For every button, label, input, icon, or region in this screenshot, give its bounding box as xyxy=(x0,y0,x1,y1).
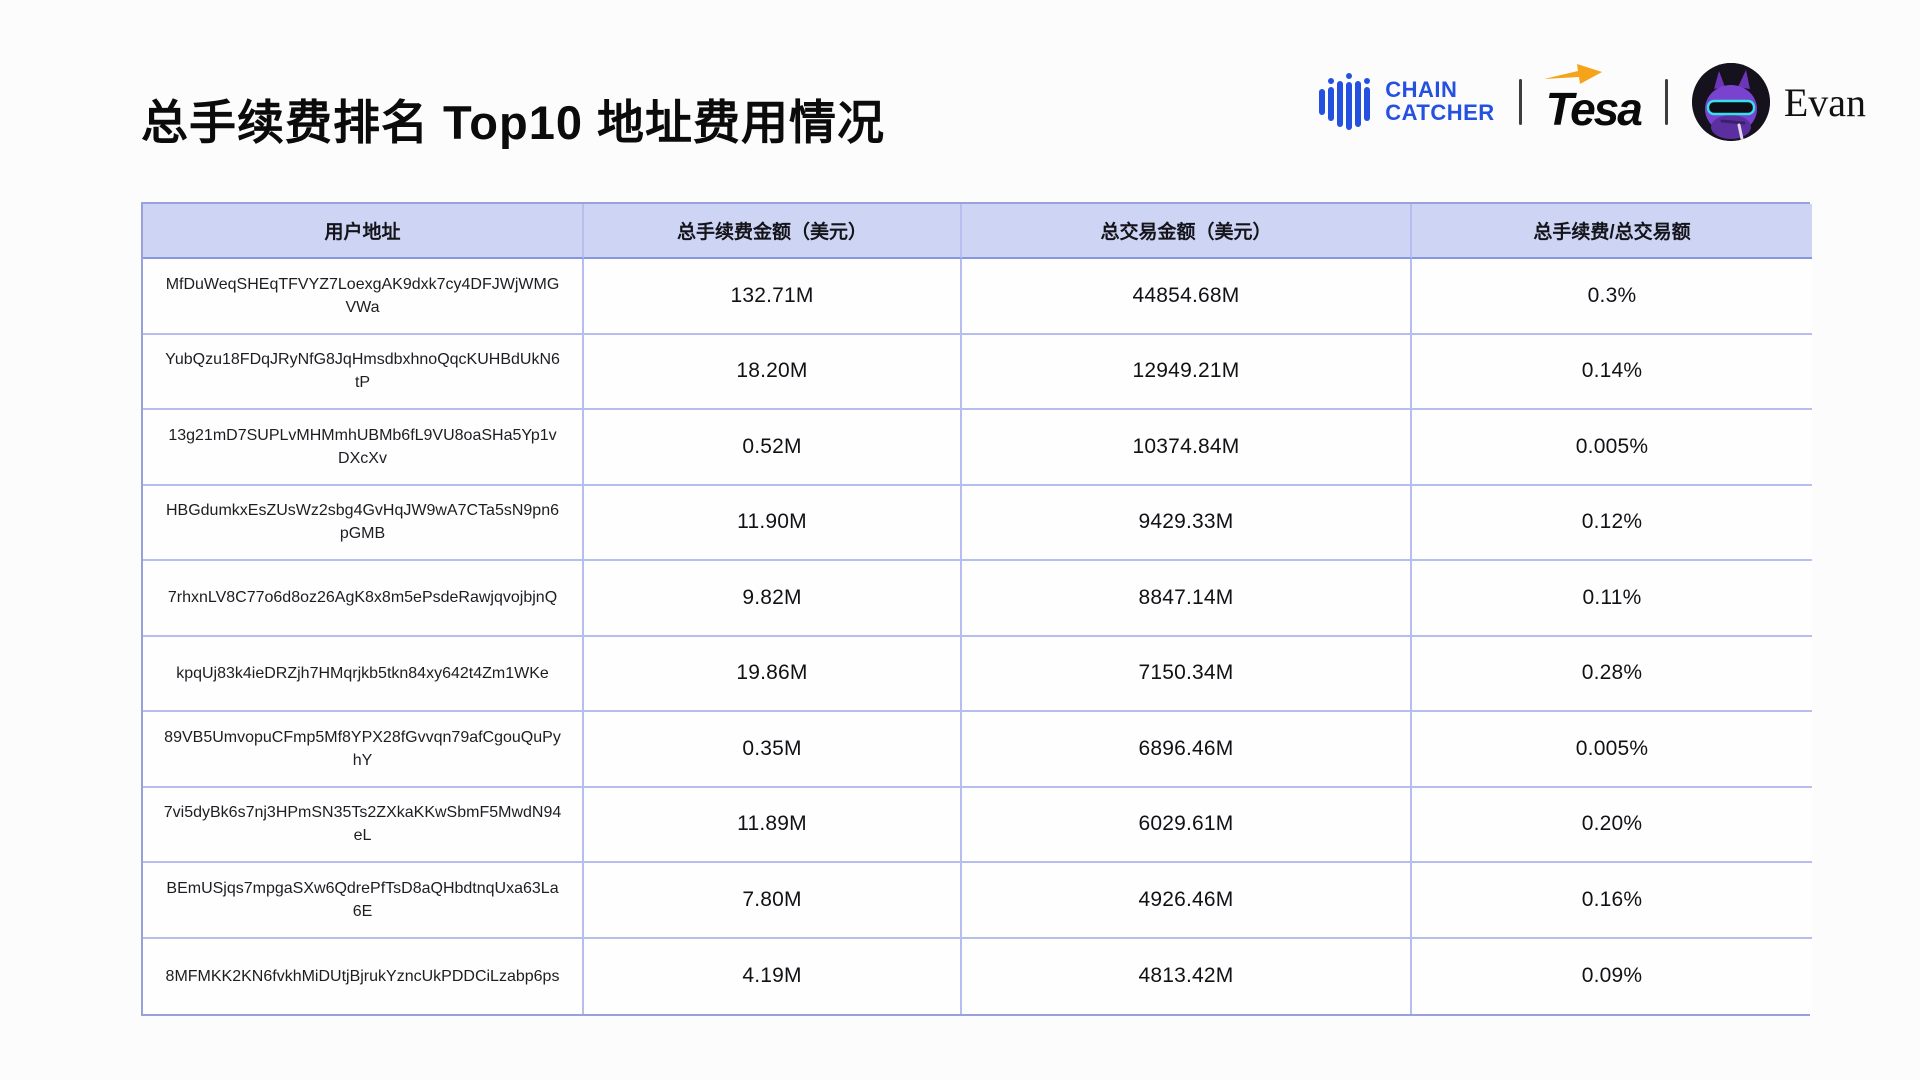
volume-cell: 4813.42M xyxy=(962,938,1412,1014)
ratio-cell: 0.005% xyxy=(1412,410,1812,486)
header-cell-fee-ratio: 总手续费/总交易额 xyxy=(1412,204,1812,259)
ratio-cell: 0.12% xyxy=(1412,485,1812,561)
address-text: 89VB5UmvopuCFmp5Mf8YPX28fGvvqn79afCgouQu… xyxy=(164,728,561,769)
volume-cell: 10374.84M xyxy=(962,410,1412,486)
ratio-cell: 0.16% xyxy=(1412,863,1812,939)
ratio-cell: 0.28% xyxy=(1412,636,1812,712)
volume-cell: 8847.14M xyxy=(962,561,1412,637)
chaincatcher-word-line1: CHAIN xyxy=(1385,77,1458,103)
address-cell: 13g21mD7SUPLvMHMmhUBMb6fL9VU8oaSHa5Yp1vD… xyxy=(143,410,584,486)
ratio-cell: 0.3% xyxy=(1412,259,1812,335)
fee-cell: 9.82M xyxy=(584,561,962,637)
evan-logo: Evan xyxy=(1691,63,1866,141)
volume-cell: 44854.68M xyxy=(962,259,1412,335)
address-text: MfDuWeqSHEqTFVYZ7LoexgAK9dxk7cy4DFJWjWMG… xyxy=(165,275,560,316)
chaincatcher-logo: CHAIN CATCHER xyxy=(1317,69,1494,136)
fee-table: 用户地址 总手续费金额（美元） 总交易金额（美元） 总手续费/总交易额 MfDu… xyxy=(141,202,1812,1016)
page-title: 总手续费排名 Top10 地址费用情况 xyxy=(141,96,886,149)
evan-avatar xyxy=(1691,63,1770,141)
ratio-cell: 0.20% xyxy=(1412,787,1812,863)
address-cell: 89VB5UmvopuCFmp5Mf8YPX28fGvvqn79afCgouQu… xyxy=(143,712,584,788)
fee-cell: 11.90M xyxy=(584,485,962,561)
brand-separator xyxy=(1664,79,1668,125)
address-text: kpqUj83k4ieDRZjh7HMqrjkb5tkn84xy642t4Zm1… xyxy=(176,664,549,682)
address-cell: YubQzu18FDqJRyNfG8JqHmsdbxhnoQqcKUHBdUkN… xyxy=(143,334,584,410)
brand-separator xyxy=(1518,79,1522,125)
address-cell: kpqUj83k4ieDRZjh7HMqrjkb5tkn84xy642t4Zm1… xyxy=(143,636,584,712)
evan-name: Evan xyxy=(1783,79,1866,125)
volume-cell: 4926.46M xyxy=(962,863,1412,939)
address-text: HBGdumkxEsZUsWz2sbg4GvHqJW9wA7CTa5sN9pn6… xyxy=(165,502,559,543)
address-text: 7vi5dyBk6s7nj3HPmSN35Ts2ZXkaKKwSbmF5MwdN… xyxy=(163,804,562,845)
address-text: 7rhxnLV8C77o6d8oz26AgK8x8m5ePsdeRawjqvoj… xyxy=(167,589,558,607)
fee-cell: 0.35M xyxy=(584,712,962,788)
address-cell: MfDuWeqSHEqTFVYZ7LoexgAK9dxk7cy4DFJWjWMG… xyxy=(143,259,584,335)
volume-cell: 7150.34M xyxy=(962,636,1412,712)
address-text: 8MFMKK2KN6fvkhMiDUtjBjrukYzncUkPDDCiLzab… xyxy=(165,967,560,985)
ratio-cell: 0.11% xyxy=(1412,561,1812,637)
header-cell-address: 用户地址 xyxy=(143,204,584,259)
brand-bar: CHAIN CATCHER Tesa Evan xyxy=(1317,56,1866,148)
tesa-logo: Tesa xyxy=(1543,64,1643,136)
fee-cell: 19.86M xyxy=(584,636,962,712)
fee-cell: 7.80M xyxy=(584,863,962,939)
volume-cell: 9429.33M xyxy=(962,485,1412,561)
fee-cell: 11.89M xyxy=(584,787,962,863)
header-cell-total-fee: 总手续费金额（美元） xyxy=(584,204,962,259)
volume-cell: 6896.46M xyxy=(962,712,1412,788)
volume-cell: 6029.61M xyxy=(962,787,1412,863)
chaincatcher-wordmark: CHAIN CATCHER xyxy=(1385,77,1495,125)
tesa-arrow-icon xyxy=(1542,62,1606,93)
address-cell: 7vi5dyBk6s7nj3HPmSN35Ts2ZXkaKKwSbmF5MwdN… xyxy=(143,787,584,863)
volume-cell: 12949.21M xyxy=(962,334,1412,410)
address-cell: HBGdumkxEsZUsWz2sbg4GvHqJW9wA7CTa5sN9pn6… xyxy=(143,485,584,561)
address-cell: 8MFMKK2KN6fvkhMiDUtjBjrukYzncUkPDDCiLzab… xyxy=(143,938,584,1014)
chaincatcher-word-line2: CATCHER xyxy=(1385,100,1495,125)
address-text: 13g21mD7SUPLvMHMmhUBMb6fL9VU8oaSHa5Yp1vD… xyxy=(168,426,557,467)
fee-cell: 18.20M xyxy=(584,334,962,410)
address-text: BEmUSjqs7mpgaSXw6QdrePfTsD8aQHbdtnqUxa63… xyxy=(166,879,559,920)
chaincatcher-bars-icon xyxy=(1317,69,1375,136)
address-cell: 7rhxnLV8C77o6d8oz26AgK8x8m5ePsdeRawjqvoj… xyxy=(143,561,584,637)
fee-cell: 132.71M xyxy=(584,259,962,335)
fee-cell: 0.52M xyxy=(584,410,962,486)
fee-cell: 4.19M xyxy=(584,938,962,1014)
address-text: YubQzu18FDqJRyNfG8JqHmsdbxhnoQqcKUHBdUkN… xyxy=(165,351,560,392)
header-cell-total-volume: 总交易金额（美元） xyxy=(962,204,1412,259)
address-cell: BEmUSjqs7mpgaSXw6QdrePfTsD8aQHbdtnqUxa63… xyxy=(143,863,584,939)
tesa-wordmark: Tesa xyxy=(1545,83,1643,135)
ratio-cell: 0.14% xyxy=(1412,334,1812,410)
ratio-cell: 0.09% xyxy=(1412,938,1812,1014)
ratio-cell: 0.005% xyxy=(1412,712,1812,788)
